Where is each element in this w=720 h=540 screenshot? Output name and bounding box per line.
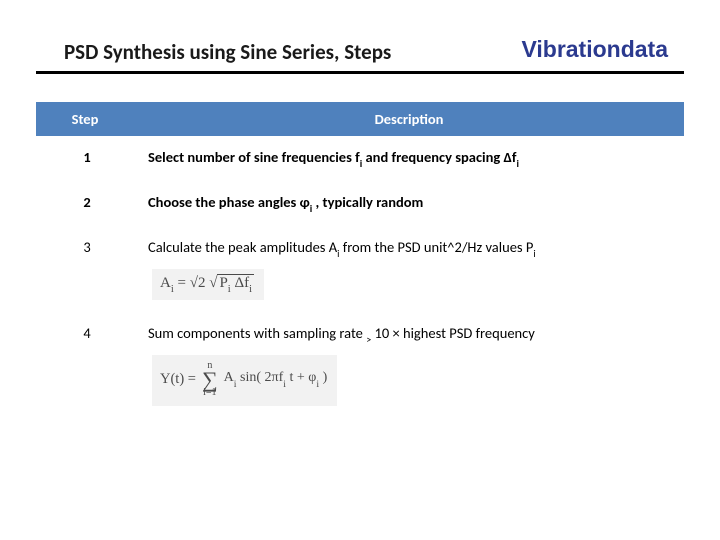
step-number: 2 (36, 181, 134, 226)
steps-table: Step Description 1Select number of sine … (36, 102, 684, 418)
header-rule (36, 71, 684, 74)
slide-title: PSD Synthesis using Sine Series, Steps (64, 39, 391, 65)
formula-amplitude: Ai = √2 √Pi Δfi (148, 269, 674, 300)
step-description: Choose the phase angles φi , typically r… (134, 181, 684, 226)
formula-sum: Y(t) = n∑i=1Ai sin( 2πfi t + φi ) (148, 355, 674, 407)
table-row: 3Calculate the peak amplitudes Ai from t… (36, 226, 684, 312)
step-description: Calculate the peak amplitudes Ai from th… (134, 226, 684, 312)
step-description: Select number of sine frequencies fi and… (134, 136, 684, 181)
table-row: 1Select number of sine frequencies fi an… (36, 136, 684, 181)
step-number: 3 (36, 226, 134, 312)
brand-logo-text: Vibrationdata (521, 36, 668, 65)
step-number: 1 (36, 136, 134, 181)
step-number: 4 (36, 312, 134, 418)
col-header-step: Step (36, 102, 134, 136)
slide: PSD Synthesis using Sine Series, Steps V… (0, 0, 720, 540)
table-header-row: Step Description (36, 102, 684, 136)
table-row: 2Choose the phase angles φi , typically … (36, 181, 684, 226)
table-row: 4Sum components with sampling rate > 10 … (36, 312, 684, 418)
step-description: Sum components with sampling rate > 10 ×… (134, 312, 684, 418)
col-header-desc: Description (134, 102, 684, 136)
slide-header: PSD Synthesis using Sine Series, Steps V… (0, 0, 720, 65)
